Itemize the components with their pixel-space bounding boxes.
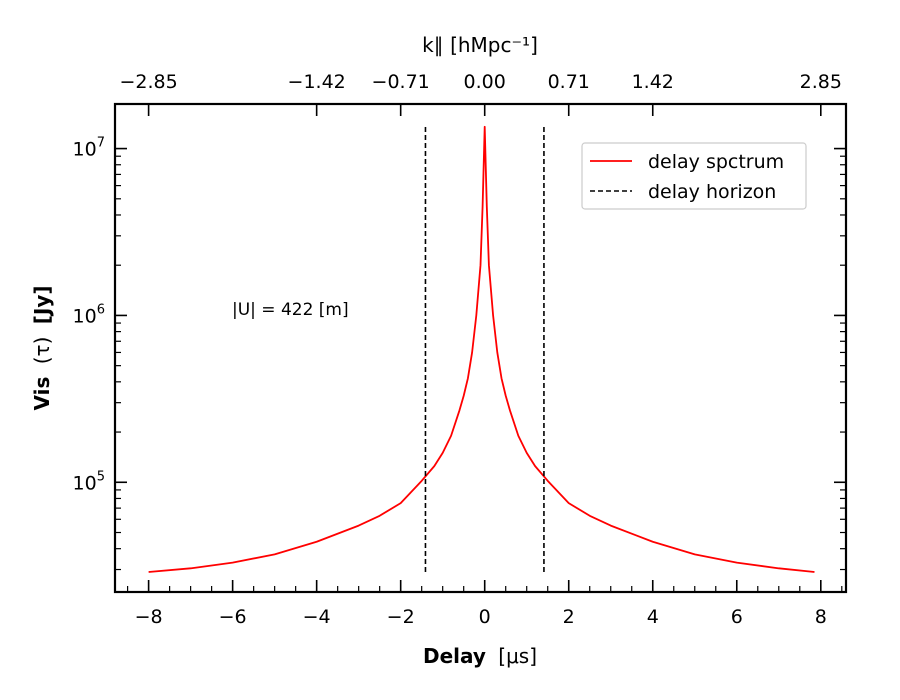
- y-tick-label: 105: [73, 469, 105, 494]
- y-tick-label-exponent: 6: [97, 302, 105, 317]
- y-axis-title: Vis (τ) [Jy]: [30, 285, 54, 410]
- y-tick-label-base: 10: [73, 305, 97, 327]
- top-x-tick-label: 1.42: [632, 71, 674, 93]
- y-tick-label-exponent: 7: [97, 136, 105, 151]
- x-tick-label: −2: [387, 606, 415, 628]
- y-tick-label-base: 10: [73, 139, 97, 161]
- y-axis-title-bold: Vis: [30, 377, 54, 411]
- top-axis-title: k∥ [hMpc⁻¹]: [422, 33, 538, 57]
- top-x-tick-label: −0.71: [372, 71, 430, 93]
- x-axis-title-unit: [μs]: [498, 644, 537, 668]
- x-tick-label: 2: [563, 606, 575, 628]
- legend-label-delay-horizon: delay horizon: [648, 181, 776, 203]
- x-tick-label: −8: [135, 606, 163, 628]
- top-x-tick-label: 0.00: [464, 71, 506, 93]
- y-axis-title-unit: [Jy]: [30, 285, 54, 324]
- x-tick-label: −6: [219, 606, 247, 628]
- top-x-tick-label: −1.42: [288, 71, 346, 93]
- y-tick-label: 106: [73, 302, 105, 327]
- legend: delay spctrum delay horizon: [581, 142, 807, 210]
- y-tick-label-base: 10: [73, 472, 97, 494]
- x-tick-label: 4: [647, 606, 659, 628]
- legend-label-delay-spectrum: delay spctrum: [648, 151, 784, 173]
- legend-box: [581, 142, 807, 210]
- baseline-annotation: |U| = 422 [m]: [232, 300, 349, 320]
- y-tick-label-exponent: 5: [97, 469, 105, 484]
- top-x-tick-label: −2.85: [119, 71, 177, 93]
- y-axis-title-mid: (τ): [30, 337, 54, 365]
- x-axis-title: Delay [μs]: [423, 644, 537, 668]
- x-tick-label: 0: [479, 606, 491, 628]
- top-x-tick-label: 0.71: [548, 71, 590, 93]
- x-tick-label: 8: [815, 606, 827, 628]
- x-axis-title-bold: Delay: [423, 644, 486, 668]
- x-tick-label: −4: [303, 606, 331, 628]
- top-x-tick-label: 2.85: [800, 71, 842, 93]
- plot-frame: [113, 102, 848, 594]
- x-tick-label: 6: [731, 606, 743, 628]
- delay-spectrum-line: [148, 125, 815, 573]
- y-tick-label: 107: [73, 136, 105, 161]
